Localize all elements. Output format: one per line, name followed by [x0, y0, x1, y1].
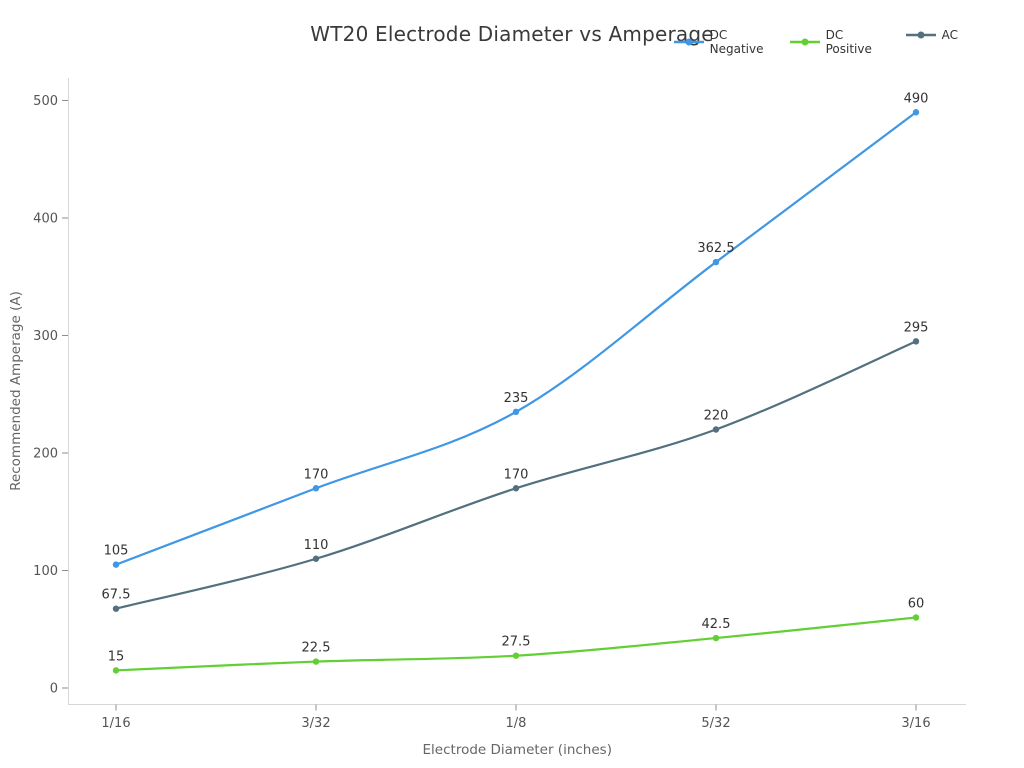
data-point-label: 362.5	[697, 241, 734, 256]
data-point-label: 105	[104, 544, 129, 559]
legend-marker-icon	[905, 31, 936, 39]
x-axis-tick-label: 3/16	[901, 716, 930, 731]
x-axis-tick-label: 1/8	[506, 716, 527, 731]
y-axis-tick-label: 200	[33, 447, 58, 462]
data-point-ac	[912, 338, 920, 345]
legend: DC Negative DC Positive AC	[673, 28, 958, 56]
data-point-dc-positive	[512, 652, 520, 659]
data-point-ac	[312, 555, 320, 562]
y-axis-tick-label: 100	[33, 564, 58, 579]
data-point-label: 170	[504, 467, 529, 482]
data-point-label: 170	[304, 467, 329, 482]
x-axis-tick-label: 5/32	[701, 716, 730, 731]
data-point-dc-negative	[712, 258, 720, 266]
legend-marker-icon	[673, 38, 704, 46]
chart-title: WT20 Electrode Diameter vs Amperage	[310, 22, 714, 46]
data-point-label: 235	[504, 391, 529, 406]
data-point-dc-positive	[712, 634, 720, 642]
legend-marker-icon	[789, 38, 820, 46]
data-point-dc-negative	[912, 109, 920, 116]
legend-label: DC Positive	[825, 28, 872, 56]
data-point-label: 15	[108, 649, 125, 664]
y-axis-tick-label: 300	[33, 329, 58, 344]
y-axis-title: Recommended Amperage (A)	[8, 291, 24, 491]
data-point-label: 22.5	[302, 641, 331, 656]
data-point-label: 110	[304, 538, 329, 553]
legend-item-dc-positive[interactable]: DC Positive	[789, 28, 884, 56]
data-point-ac	[712, 426, 720, 433]
data-point-label: 295	[904, 320, 929, 335]
data-point-label: 490	[904, 91, 929, 106]
data-point-dc-positive	[112, 667, 120, 674]
legend-item-dc-negative[interactable]: DC Negative	[673, 28, 768, 56]
x-axis-tick-label: 3/32	[301, 716, 330, 731]
legend-label: AC	[941, 28, 958, 42]
data-point-ac	[512, 485, 520, 492]
data-point-label: 42.5	[702, 617, 731, 632]
x-axis-tick-label: 1/16	[101, 716, 130, 731]
data-point-dc-negative	[112, 561, 120, 568]
data-point-dc-negative	[312, 485, 320, 492]
y-axis-tick-label: 500	[33, 94, 58, 109]
data-point-dc-positive	[912, 614, 920, 621]
data-point-label: 220	[704, 409, 729, 424]
data-point-ac	[112, 605, 120, 612]
x-axis-title: Electrode Diameter (inches)	[423, 742, 612, 758]
data-point-label: 60	[908, 597, 925, 612]
data-point-dc-negative	[512, 408, 520, 416]
data-point-label: 67.5	[102, 588, 131, 603]
legend-label: DC Negative	[709, 28, 764, 56]
series-line-dc-negative	[114, 111, 918, 566]
legend-item-ac[interactable]: AC	[905, 28, 958, 42]
data-point-dc-positive	[312, 658, 320, 665]
y-axis-tick-label: 400	[33, 212, 58, 227]
y-axis-tick-label: 0	[50, 682, 58, 697]
data-point-label: 27.5	[502, 635, 531, 650]
